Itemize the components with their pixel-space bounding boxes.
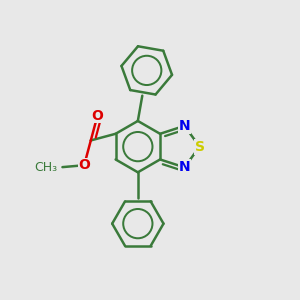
Text: O: O [92, 109, 104, 123]
Text: O: O [78, 158, 90, 172]
Text: N: N [179, 160, 190, 174]
Text: CH₃: CH₃ [34, 160, 57, 174]
Text: N: N [179, 119, 190, 133]
Text: S: S [195, 140, 205, 154]
